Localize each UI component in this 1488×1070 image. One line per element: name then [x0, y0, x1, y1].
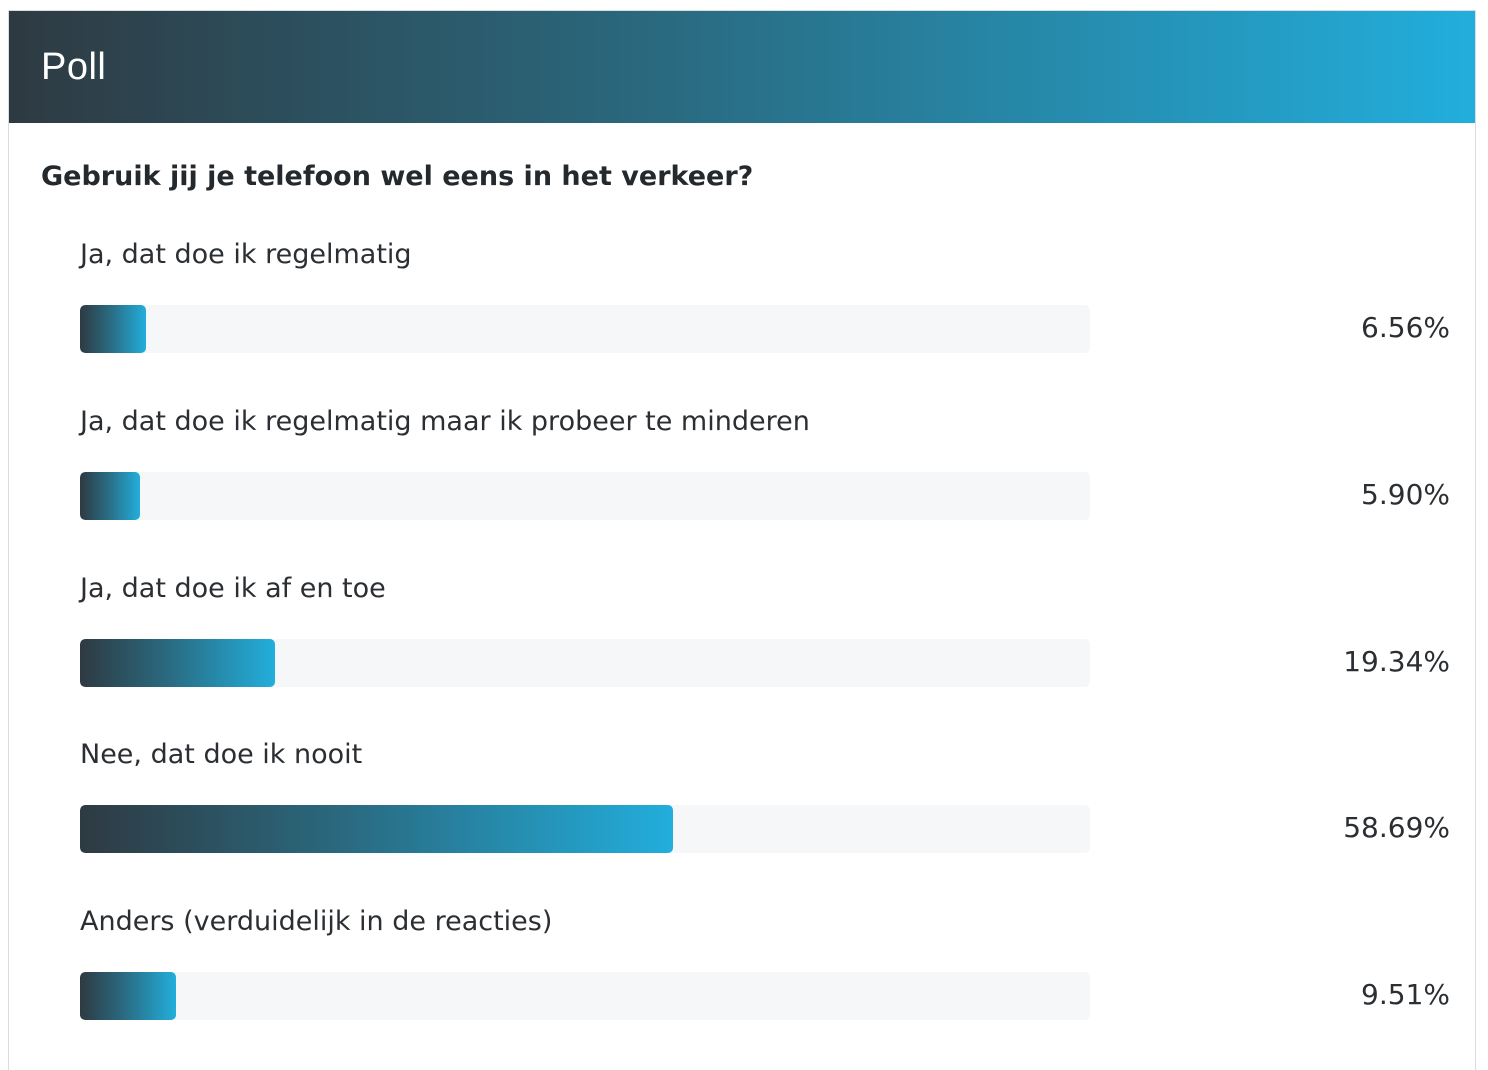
poll-result-bar-track: [80, 472, 1090, 520]
poll-option-label: Ja, dat doe ik regelmatig: [80, 239, 412, 270]
poll-option[interactable]: Nee, dat doe ik nooit 58.69%: [80, 739, 1450, 869]
poll-result-bar-fill: [80, 305, 147, 353]
poll-option[interactable]: Ja, dat doe ik af en toe 19.34%: [80, 573, 1450, 703]
poll-option-label: Ja, dat doe ik regelmatig maar ik probee…: [80, 406, 810, 437]
poll-question: Gebruik jij je telefoon wel eens in het …: [41, 161, 754, 192]
poll-option-percent: 9.51%: [1361, 978, 1450, 1011]
poll-result-bar-fill: [80, 805, 673, 853]
poll-result-bar-fill: [80, 472, 140, 520]
poll-option-percent: 5.90%: [1361, 478, 1450, 511]
poll-option-percent: 6.56%: [1361, 311, 1450, 344]
poll-option[interactable]: Anders (verduidelijk in de reacties) 9.5…: [80, 906, 1450, 1036]
poll-title: Poll: [41, 45, 107, 88]
poll-result-bar-track: [80, 305, 1090, 353]
poll-option-label: Ja, dat doe ik af en toe: [80, 573, 386, 604]
poll-option-label: Anders (verduidelijk in de reacties): [80, 906, 553, 937]
poll-card: Poll Gebruik jij je telefoon wel eens in…: [8, 10, 1476, 1070]
poll-result-bar-track: [80, 972, 1090, 1020]
poll-option[interactable]: Ja, dat doe ik regelmatig maar ik probee…: [80, 406, 1450, 536]
poll-header: Poll: [9, 11, 1475, 123]
poll-result-bar-fill: [80, 639, 276, 687]
poll-option[interactable]: Ja, dat doe ik regelmatig 6.56%: [80, 239, 1450, 369]
poll-option-percent: 19.34%: [1343, 645, 1450, 678]
poll-option-percent: 58.69%: [1343, 811, 1450, 844]
poll-result-bar-track: [80, 639, 1090, 687]
poll-result-bar-track: [80, 805, 1090, 853]
poll-option-label: Nee, dat doe ik nooit: [80, 739, 363, 770]
poll-result-bar-fill: [80, 972, 177, 1020]
